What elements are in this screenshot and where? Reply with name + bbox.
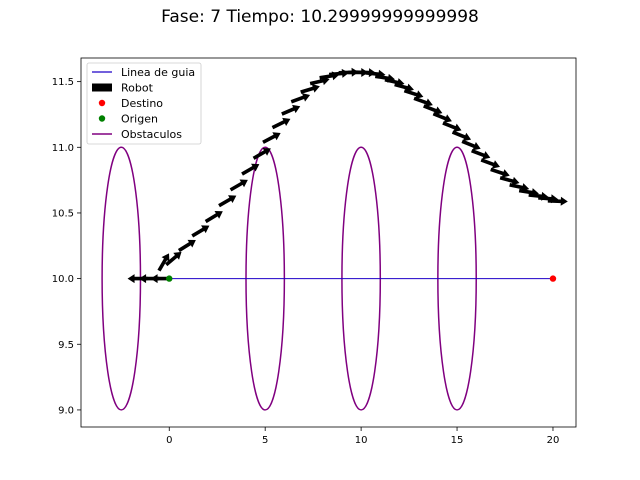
x-tick-label: 0 <box>166 435 172 446</box>
origin-point <box>166 275 173 282</box>
robot-arrow <box>423 104 443 115</box>
y-tick-label: 11.5 <box>52 77 74 88</box>
robot-arrow-shape <box>300 84 320 94</box>
y-axis: 9.0 9.5 10.0 10.5 11.0 11.5 <box>52 77 81 416</box>
robot-arrow <box>413 96 433 107</box>
robot-arrow-shape <box>499 176 520 186</box>
robot-arrow <box>165 251 182 267</box>
robot-arrow-shape <box>150 274 171 284</box>
robot-arrow <box>191 225 210 238</box>
robot-arrow-shape <box>423 104 443 115</box>
legend-label: Robot <box>121 82 154 95</box>
robot-arrow-shape <box>204 210 223 224</box>
robot-arrow <box>403 88 424 99</box>
x-tick-label: 5 <box>262 435 268 446</box>
robot-arrow <box>127 274 148 284</box>
robot-arrow <box>442 121 462 132</box>
robot-arrow-shape <box>241 163 260 176</box>
robot-arrow-shape <box>157 253 170 272</box>
robot-arrow-shape <box>271 117 291 130</box>
robot-arrow-shape <box>413 96 433 107</box>
robot-arrow <box>139 274 160 284</box>
x-axis: 0 5 10 15 20 <box>166 427 559 446</box>
robot-arrow <box>547 196 568 206</box>
robot-arrow <box>252 147 271 160</box>
y-tick-label: 11.0 <box>52 143 74 154</box>
legend-item: Linea de guia <box>92 66 195 79</box>
robot-arrow-shape <box>165 251 182 267</box>
legend: Linea de guia Robot Destino Origen Obstaculo… <box>86 62 202 145</box>
y-tick-label: 10.0 <box>52 274 74 285</box>
robot-arrow <box>394 82 414 93</box>
legend-item: Obstaculos <box>92 128 182 141</box>
chart-title: Fase: 7 Tiempo: 10.29999999999998 <box>161 7 479 27</box>
robot-arrow <box>204 210 223 224</box>
y-tick-label: 10.5 <box>52 208 74 219</box>
robot-arrow-shape <box>461 139 481 151</box>
legend-item: Origen <box>98 113 158 126</box>
robot-arrow-shape <box>471 148 491 160</box>
legend-item: Destino <box>98 97 163 110</box>
robot-arrow <box>281 104 301 116</box>
robot-arrow-shape <box>480 158 500 169</box>
robot-arrow-shape <box>229 179 248 192</box>
legend-marker-origin <box>98 115 106 122</box>
points-layer <box>166 275 557 282</box>
robot-arrow-shape <box>290 93 311 104</box>
legend-box <box>86 62 202 145</box>
robot-arrow <box>229 179 248 192</box>
legend-label: Obstaculos <box>121 128 182 141</box>
robot-arrow-shape <box>547 196 568 206</box>
x-tick-label: 10 <box>355 435 368 446</box>
robot-arrow <box>451 130 472 142</box>
robot-arrow-shape <box>490 167 510 178</box>
robot-arrow <box>241 163 260 176</box>
robot-arrow-shape <box>394 82 414 93</box>
robot-arrow <box>480 158 500 169</box>
robot-arrow-shape <box>281 104 301 116</box>
robot-arrow <box>471 148 491 160</box>
robot-arrow-shape <box>403 88 424 99</box>
robot-arrow-shape <box>177 239 196 253</box>
legend-item: Robot <box>92 82 154 95</box>
legend-label: Origen <box>121 113 158 126</box>
robot-arrow <box>300 84 320 94</box>
y-tick-label: 9.0 <box>58 405 74 416</box>
x-tick-label: 15 <box>451 435 464 446</box>
robot-arrow <box>150 274 171 284</box>
robot-arrow-shape <box>127 274 148 284</box>
legend-label: Linea de guia <box>121 66 195 79</box>
x-tick-label: 20 <box>547 435 560 446</box>
robot-arrow-shape <box>218 195 237 208</box>
robot-arrow-shape <box>262 132 281 144</box>
robot-arrow-shape <box>139 274 160 284</box>
plot-frame <box>80 57 577 428</box>
robot-arrow-shape <box>451 130 472 142</box>
robot-arrow <box>157 253 170 272</box>
robot-arrow-shape <box>432 112 452 123</box>
robot-arrow-shape <box>442 121 462 132</box>
legend-marker-robot <box>92 83 112 92</box>
robot-arrow <box>218 195 237 208</box>
robot-arrow <box>499 176 520 186</box>
robot-arrow-shape <box>191 225 210 238</box>
robot-arrow-shape <box>252 147 271 160</box>
robot-arrow <box>490 167 510 178</box>
robot-arrow <box>432 112 452 123</box>
legend-marker-target <box>98 99 106 107</box>
robot-arrow <box>177 239 196 253</box>
target-point <box>549 275 557 282</box>
robot-arrow <box>271 117 291 130</box>
robot-arrow <box>290 93 311 104</box>
robot-arrow <box>461 139 481 151</box>
robot-arrow <box>262 132 281 144</box>
legend-label: Destino <box>121 97 163 110</box>
robot-layer <box>127 67 568 284</box>
y-tick-label: 9.5 <box>58 340 74 351</box>
